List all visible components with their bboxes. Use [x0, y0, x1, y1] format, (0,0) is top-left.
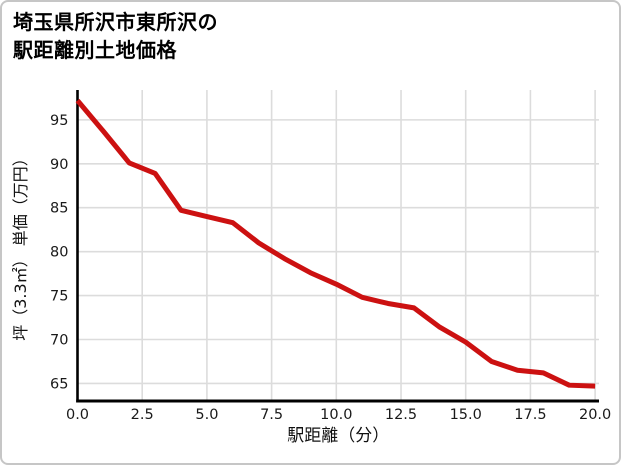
x-tick-label: 15.0 [450, 407, 482, 423]
y-tick-label: 90 [50, 157, 68, 173]
gridlines [76, 90, 599, 401]
x-tick-label: 17.5 [514, 407, 546, 423]
x-tick-label: 0.0 [66, 407, 89, 423]
price-line [75, 98, 596, 389]
x-tick-label: 2.5 [131, 407, 154, 423]
y-axis-label: 坪（3.3㎡） 単価（万円） [11, 150, 30, 341]
chart-title-line1: 埼玉県所沢市東所沢の [13, 10, 218, 34]
x-tick-label: 7.5 [260, 407, 283, 423]
y-tick-labels: 65 70 75 80 85 90 95 [50, 113, 68, 393]
x-tick-label: 12.5 [385, 407, 417, 423]
y-tick-label: 80 [50, 245, 68, 261]
chart-title-line2: 駅距離別土地価格 [13, 37, 177, 62]
x-tick-label: 10.0 [320, 407, 352, 423]
y-tick-label: 75 [50, 289, 68, 305]
y-tick-label: 85 [50, 201, 68, 217]
chart-title: 埼玉県所沢市東所沢の 駅距離別土地価格 [13, 9, 218, 64]
y-tick-label: 70 [50, 333, 68, 349]
x-tick-label: 20.0 [579, 407, 611, 423]
x-tick-label: 5.0 [195, 407, 218, 423]
x-tick-labels: 0.0 2.5 5.0 7.5 10.0 12.5 15.0 17.5 20.0 [66, 407, 611, 423]
y-tick-label: 95 [50, 113, 68, 129]
y-tick-label: 65 [50, 376, 68, 392]
axes [76, 90, 599, 403]
x-axis-label: 駅距離（分） [287, 426, 389, 446]
